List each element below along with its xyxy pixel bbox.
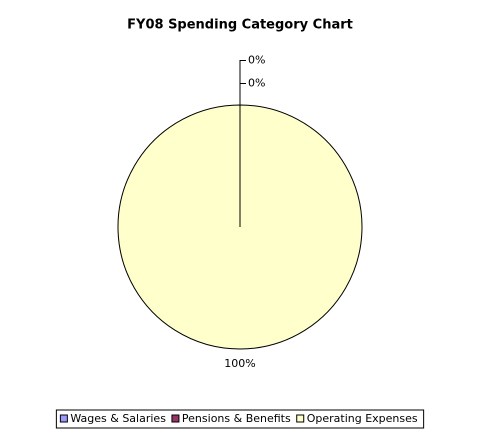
legend-label: Pensions & Benefits [182,412,291,425]
legend [55,409,425,429]
data-label: 0% [248,54,265,67]
data-label: 100% [224,357,255,370]
legend-label: Wages & Salaries [70,412,166,425]
chart-title: FY08 Spending Category Chart [127,18,353,33]
leader-line [239,83,246,185]
legend-label: Operating Expenses [307,412,418,425]
legend-swatch [59,414,68,423]
legend-swatch [296,414,305,423]
data-label: 0% [248,77,265,90]
legend-swatch [171,414,180,423]
